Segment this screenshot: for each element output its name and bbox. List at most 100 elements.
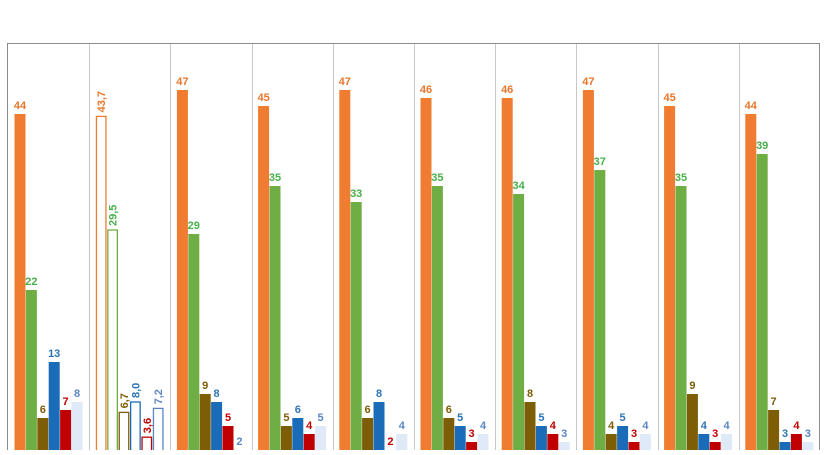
bar-brown	[443, 418, 455, 455]
bar-green	[431, 186, 443, 455]
bar-green	[513, 194, 525, 455]
data-label: 4	[399, 420, 406, 432]
data-label: 44	[745, 100, 758, 112]
data-label: 45	[257, 92, 269, 104]
data-label: 5	[318, 412, 324, 424]
data-label: 46	[501, 84, 513, 96]
data-label: 4	[724, 420, 731, 432]
data-label: 47	[339, 76, 351, 88]
bar-marks	[14, 90, 814, 455]
bar-green	[269, 186, 281, 455]
data-label: 3	[631, 428, 637, 440]
bar-orange	[420, 98, 432, 455]
bar-red	[547, 434, 559, 455]
data-label: 3	[712, 428, 718, 440]
data-label: 3,6	[142, 418, 154, 433]
data-label: 39	[756, 140, 768, 152]
bar-lightblue	[802, 442, 814, 455]
data-label: 8	[214, 388, 220, 400]
data-label: 5	[283, 412, 289, 424]
data-label: 35	[269, 172, 281, 184]
bar-orange	[14, 114, 26, 455]
bar-red	[709, 442, 721, 455]
data-label: 2	[236, 436, 242, 448]
bar-orange	[176, 90, 188, 455]
bar-blue	[617, 426, 629, 455]
data-label: 8	[376, 388, 382, 400]
bar-green	[594, 170, 606, 455]
data-label: 35	[431, 172, 443, 184]
bar-orange	[501, 98, 513, 455]
bar-orange	[582, 90, 594, 455]
bar-lightblue	[558, 442, 570, 455]
data-label: 4	[550, 420, 557, 432]
data-label: 9	[689, 380, 695, 392]
data-labels: 44226137843,729,56,78,03,67,247299852453…	[14, 76, 811, 448]
bar-lightblue	[721, 434, 733, 455]
data-label: 29	[188, 220, 200, 232]
bar-brown	[37, 418, 49, 455]
data-label: 3	[561, 428, 567, 440]
data-label: 46	[420, 84, 432, 96]
bar-green	[675, 186, 687, 455]
bar-lightblue	[477, 434, 489, 455]
bar-orange	[95, 115, 107, 455]
bar-brown	[199, 394, 211, 455]
bar-brown	[118, 411, 130, 455]
bar-brown	[280, 426, 292, 455]
bar-red	[790, 434, 802, 455]
bar-green	[107, 229, 118, 455]
bar-brown	[362, 418, 374, 455]
data-label: 22	[25, 276, 37, 288]
data-label: 35	[675, 172, 687, 184]
data-label: 3	[469, 428, 475, 440]
data-label: 6,7	[119, 393, 131, 408]
data-label: 9	[202, 380, 208, 392]
bar-orange	[258, 106, 270, 455]
data-label: 5	[538, 412, 544, 424]
data-label: 4	[608, 420, 615, 432]
data-label: 44	[14, 100, 27, 112]
data-label: 47	[582, 76, 594, 88]
bar-brown	[686, 394, 698, 455]
data-label: 5	[620, 412, 626, 424]
data-label: 29,5	[108, 205, 120, 226]
data-label: 8	[74, 388, 80, 400]
bar-red	[222, 426, 234, 455]
bar-green	[25, 290, 37, 455]
bar-blue	[211, 402, 223, 455]
bar-blue	[454, 426, 466, 455]
data-label: 13	[48, 348, 60, 360]
data-label: 45	[663, 92, 675, 104]
data-label: 4	[306, 420, 313, 432]
data-label: 33	[350, 188, 362, 200]
bar-blue	[698, 434, 710, 455]
data-label: 4	[642, 420, 649, 432]
data-label: 6	[446, 404, 452, 416]
data-label: 4	[480, 420, 487, 432]
group-dividers	[89, 44, 740, 450]
bar-brown	[605, 434, 617, 455]
bar-orange	[339, 90, 351, 455]
bar-lightblue	[152, 407, 164, 455]
bar-green	[188, 234, 200, 455]
data-label: 4	[793, 420, 800, 432]
data-label: 7	[771, 396, 777, 408]
bar-blue	[129, 401, 141, 455]
data-label: 6	[365, 404, 371, 416]
data-label: 37	[594, 156, 606, 168]
data-label: 3	[805, 428, 811, 440]
data-label: 7,2	[153, 389, 165, 404]
bar-orange	[745, 114, 757, 455]
data-label: 34	[512, 180, 525, 192]
bar-blue	[779, 442, 791, 455]
bar-orange	[664, 106, 676, 455]
bar-green	[756, 154, 768, 455]
bar-blue	[535, 426, 547, 455]
bar-lightblue	[396, 434, 408, 455]
bar-blue	[373, 402, 385, 455]
data-label: 8,0	[130, 383, 142, 398]
data-label: 3	[782, 428, 788, 440]
